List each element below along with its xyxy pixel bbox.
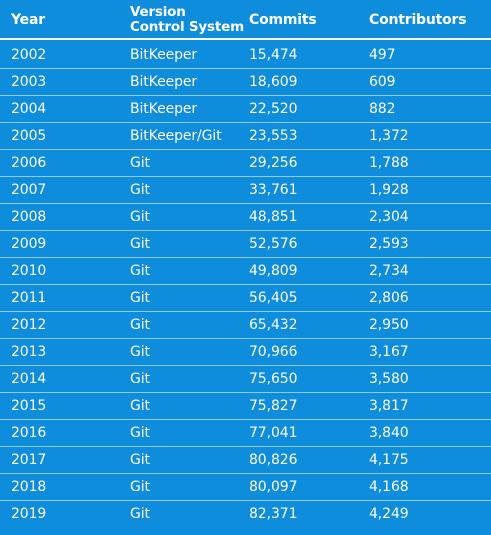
cell-vcs: BitKeeper (130, 74, 198, 90)
cell-commits: 23,553 (249, 128, 298, 144)
cell-contributors: 609 (369, 74, 396, 90)
cell-contributors: 3,840 (369, 425, 409, 441)
table-header: Year Version Control System Commits Cont… (0, 0, 491, 40)
cell-contributors: 4,249 (369, 506, 409, 522)
cell-contributors: 1,372 (369, 128, 409, 144)
cell-year: 2013 (11, 344, 47, 360)
cell-contributors: 2,734 (369, 263, 409, 279)
cell-year: 2010 (11, 263, 47, 279)
cell-commits: 52,576 (249, 236, 298, 252)
cell-commits: 48,851 (249, 209, 298, 225)
cell-commits: 33,761 (249, 182, 298, 198)
cell-contributors: 1,928 (369, 182, 409, 198)
cell-contributors: 2,304 (369, 209, 409, 225)
cell-vcs: BitKeeper (130, 101, 198, 117)
cell-commits: 75,650 (249, 371, 298, 387)
table-row: 2002 BitKeeper 15,474 497 (0, 42, 491, 69)
cell-vcs: Git (130, 344, 150, 360)
header-vcs-line2: Control System (130, 19, 244, 35)
cell-vcs: Git (130, 182, 150, 198)
header-vcs-line1: Version (130, 4, 186, 20)
table-row: 2011 Git 56,405 2,806 (0, 285, 491, 312)
cell-commits: 77,041 (249, 425, 298, 441)
cell-contributors: 3,580 (369, 371, 409, 387)
cell-year: 2005 (11, 128, 47, 144)
cell-vcs: Git (130, 425, 150, 441)
table-row: 2015 Git 75,827 3,817 (0, 393, 491, 420)
cell-commits: 56,405 (249, 290, 298, 306)
cell-commits: 80,097 (249, 479, 298, 495)
cell-vcs: Git (130, 506, 150, 522)
cell-commits: 49,809 (249, 263, 298, 279)
cell-vcs: Git (130, 452, 150, 468)
cell-commits: 70,966 (249, 344, 298, 360)
cell-commits: 18,609 (249, 74, 298, 90)
cell-vcs: Git (130, 398, 150, 414)
cell-contributors: 4,168 (369, 479, 409, 495)
table-row: 2010 Git 49,809 2,734 (0, 258, 491, 285)
cell-year: 2007 (11, 182, 47, 198)
cell-commits: 15,474 (249, 47, 298, 63)
cell-vcs: Git (130, 290, 150, 306)
cell-vcs: Git (130, 236, 150, 252)
cell-commits: 29,256 (249, 155, 298, 171)
table-row: 2018 Git 80,097 4,168 (0, 474, 491, 501)
table-row: 2012 Git 65,432 2,950 (0, 312, 491, 339)
cell-vcs: BitKeeper/Git (130, 128, 222, 144)
table-row: 2014 Git 75,650 3,580 (0, 366, 491, 393)
table-row: 2007 Git 33,761 1,928 (0, 177, 491, 204)
cell-commits: 22,520 (249, 101, 298, 117)
cell-contributors: 3,167 (369, 344, 409, 360)
cell-vcs: Git (130, 209, 150, 225)
cell-contributors: 497 (369, 47, 396, 63)
header-version-control-system: Version Control System (130, 5, 244, 35)
table-row: 2006 Git 29,256 1,788 (0, 150, 491, 177)
table-row: 2016 Git 77,041 3,840 (0, 420, 491, 447)
cell-contributors: 882 (369, 101, 396, 117)
cell-year: 2012 (11, 317, 47, 333)
cell-contributors: 1,788 (369, 155, 409, 171)
cell-contributors: 2,950 (369, 317, 409, 333)
cell-commits: 80,826 (249, 452, 298, 468)
cell-commits: 75,827 (249, 398, 298, 414)
cell-year: 2011 (11, 290, 47, 306)
cell-year: 2002 (11, 47, 47, 63)
cell-contributors: 2,806 (369, 290, 409, 306)
cell-vcs: Git (130, 263, 150, 279)
header-contributors: Contributors (369, 12, 467, 28)
cell-commits: 65,432 (249, 317, 298, 333)
table-row: 2008 Git 48,851 2,304 (0, 204, 491, 231)
cell-year: 2015 (11, 398, 47, 414)
cell-year: 2004 (11, 101, 47, 117)
table-row: 2019 Git 82,371 4,249 (0, 501, 491, 528)
cell-contributors: 4,175 (369, 452, 409, 468)
table-row: 2005 BitKeeper/Git 23,553 1,372 (0, 123, 491, 150)
cell-year: 2014 (11, 371, 47, 387)
cell-year: 2016 (11, 425, 47, 441)
table-row: 2003 BitKeeper 18,609 609 (0, 69, 491, 96)
header-commits: Commits (249, 12, 317, 28)
cell-year: 2018 (11, 479, 47, 495)
table-row: 2004 BitKeeper 22,520 882 (0, 96, 491, 123)
cell-contributors: 3,817 (369, 398, 409, 414)
header-year: Year (11, 12, 45, 28)
cell-vcs: Git (130, 155, 150, 171)
cell-contributors: 2,593 (369, 236, 409, 252)
cell-vcs: Git (130, 317, 150, 333)
cell-vcs: Git (130, 371, 150, 387)
table-row: 2009 Git 52,576 2,593 (0, 231, 491, 258)
cell-year: 2009 (11, 236, 47, 252)
cell-year: 2003 (11, 74, 47, 90)
cell-year: 2006 (11, 155, 47, 171)
table-row: 2017 Git 80,826 4,175 (0, 447, 491, 474)
cell-vcs: BitKeeper (130, 47, 198, 63)
table-row: 2013 Git 70,966 3,167 (0, 339, 491, 366)
cell-year: 2008 (11, 209, 47, 225)
table-body: 2002 BitKeeper 15,474 497 2003 BitKeeper 18,60… (0, 42, 491, 528)
cell-vcs: Git (130, 479, 150, 495)
cell-year: 2019 (11, 506, 47, 522)
cell-commits: 82,371 (249, 506, 298, 522)
cell-year: 2017 (11, 452, 47, 468)
